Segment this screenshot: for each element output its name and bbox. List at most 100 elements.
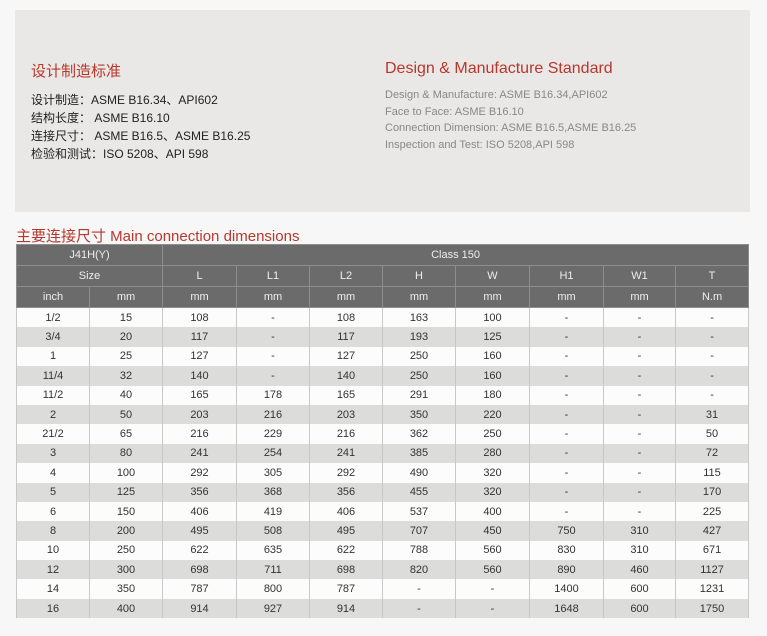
table-cell: 250 [382, 346, 456, 367]
table-cell: 117 [162, 327, 237, 347]
table-cell: 1/2 [16, 307, 90, 328]
table-cell: - [529, 424, 604, 444]
table-cell: 698 [309, 560, 383, 580]
table-cell: 406 [162, 501, 237, 522]
table-cell: - [382, 598, 456, 619]
table-row: 11/2 40 165 178 165 291 180- - - [16, 385, 750, 405]
table-cell: 254 [236, 443, 310, 464]
table-cell: - [603, 385, 676, 405]
table-cell: 600 [603, 579, 676, 599]
table-cell: - [603, 346, 676, 367]
table-cell: 216 [309, 424, 383, 444]
unit-header: inch [16, 286, 90, 308]
table-cell: 16 [16, 598, 90, 619]
table-cell: - [674, 385, 750, 405]
table-cell: 108 [309, 307, 383, 328]
table-cell: 537 [382, 501, 456, 522]
table-cell: 32 [89, 366, 163, 386]
unit-header: mm [309, 286, 383, 308]
table-cell: 698 [162, 560, 237, 580]
table-row: 4 100 292 305 292 490 320- -115 [16, 463, 750, 483]
en-title: Design & Manufacture Standard [385, 60, 613, 77]
table-cell: 362 [382, 424, 456, 444]
table-cell: 350 [382, 404, 456, 425]
table-cell: 2 [16, 404, 90, 425]
table-cell: 20 [89, 327, 163, 347]
table-cell: - [529, 327, 604, 347]
table-cell: 140 [309, 366, 383, 386]
table-cell: 100 [89, 463, 163, 483]
table-row: 2 50 203 216 203 350 220- -31 [16, 404, 750, 425]
table-cell: 508 [236, 521, 310, 541]
unit-header: mm [603, 286, 676, 308]
table-cell: 787 [309, 579, 383, 599]
table-cell: - [603, 327, 676, 347]
table-cell: 400 [89, 598, 163, 619]
table-cell: 115 [674, 463, 750, 483]
table-cell: 385 [382, 443, 456, 464]
table-cell: - [603, 463, 676, 483]
table-cell: - [674, 366, 750, 386]
table-cell: 4 [16, 463, 90, 483]
table-cell: 1400 [529, 579, 604, 599]
table-cell: 203 [162, 404, 237, 425]
table-cell: 50 [89, 404, 163, 425]
column-header-t: T [674, 265, 750, 287]
table-row: 21/2 65 216 229 216 362 250- -50 [16, 424, 750, 444]
column-header-l1: L1 [236, 265, 310, 287]
table-cell: 671 [674, 540, 750, 561]
table-cell: 356 [309, 482, 383, 502]
en-line: Connection Dimension: ASME B16.5,ASME B1… [385, 122, 637, 134]
table-cell: 125 [455, 327, 530, 347]
table-cell: 1231 [674, 579, 750, 599]
table-cell: 178 [236, 385, 310, 405]
table-cell: 914 [162, 598, 237, 619]
table-cell: 50 [674, 424, 750, 444]
unit-header: mm [529, 286, 604, 308]
table-cell: 203 [309, 404, 383, 425]
table-row: 6 150 406 419 406 537 400- -225 [16, 501, 750, 522]
table-cell: 622 [309, 540, 383, 561]
unit-header: mm [382, 286, 456, 308]
table-row: 1/2 15 108-108 163 100- - - [16, 307, 750, 328]
dimensions-table: J41H(Y) Class 150 Size L L1 L2 H W H1 W1 T inch… [16, 244, 750, 619]
class-header: Class 150 [161, 244, 750, 266]
table-cell: 8 [16, 521, 90, 541]
table-cell: 350 [89, 579, 163, 599]
table-cell: 310 [603, 540, 676, 561]
table-cell: 250 [455, 424, 530, 444]
cn-title: 设计制造标准 [31, 63, 122, 80]
table-cell: - [603, 404, 676, 425]
table-cell: 72 [674, 443, 750, 464]
column-header-h: H [382, 265, 456, 287]
table-cell: 180 [455, 385, 530, 405]
table-title: 主要连接尺寸 Main connection dimensions [16, 228, 300, 245]
table-cell: 310 [603, 521, 676, 541]
table-cell: 707 [382, 521, 456, 541]
table-cell: 622 [162, 540, 237, 561]
table-cell: 3 [16, 443, 90, 464]
table-cell: 1 [16, 346, 90, 367]
table-cell: 160 [455, 346, 530, 367]
table-cell: 127 [162, 346, 237, 367]
table-cell: 300 [89, 560, 163, 580]
table-cell: 495 [162, 521, 237, 541]
table-cell: - [455, 598, 530, 619]
table-cell: - [236, 307, 310, 328]
table-cell: - [529, 443, 604, 464]
table-cell: 6 [16, 501, 90, 522]
table-cell: 25 [89, 346, 163, 367]
table-cell: 140 [162, 366, 237, 386]
table-cell: 800 [236, 579, 310, 599]
table-row: 5 125 356 368 356 455 320- -170 [16, 482, 750, 502]
table-row: 12 300 698 711 698 820 560 890 460 1127 [16, 560, 750, 580]
column-header-l2: L2 [309, 265, 383, 287]
table-cell: 490 [382, 463, 456, 483]
table-cell: - [236, 346, 310, 367]
table-cell: - [529, 404, 604, 425]
column-header-l: L [162, 265, 237, 287]
table-cell: 15 [89, 307, 163, 328]
en-line: Inspection and Test: ISO 5208,API 598 [385, 138, 575, 151]
table-cell: 305 [236, 463, 310, 483]
column-header-w1: W1 [603, 265, 676, 287]
